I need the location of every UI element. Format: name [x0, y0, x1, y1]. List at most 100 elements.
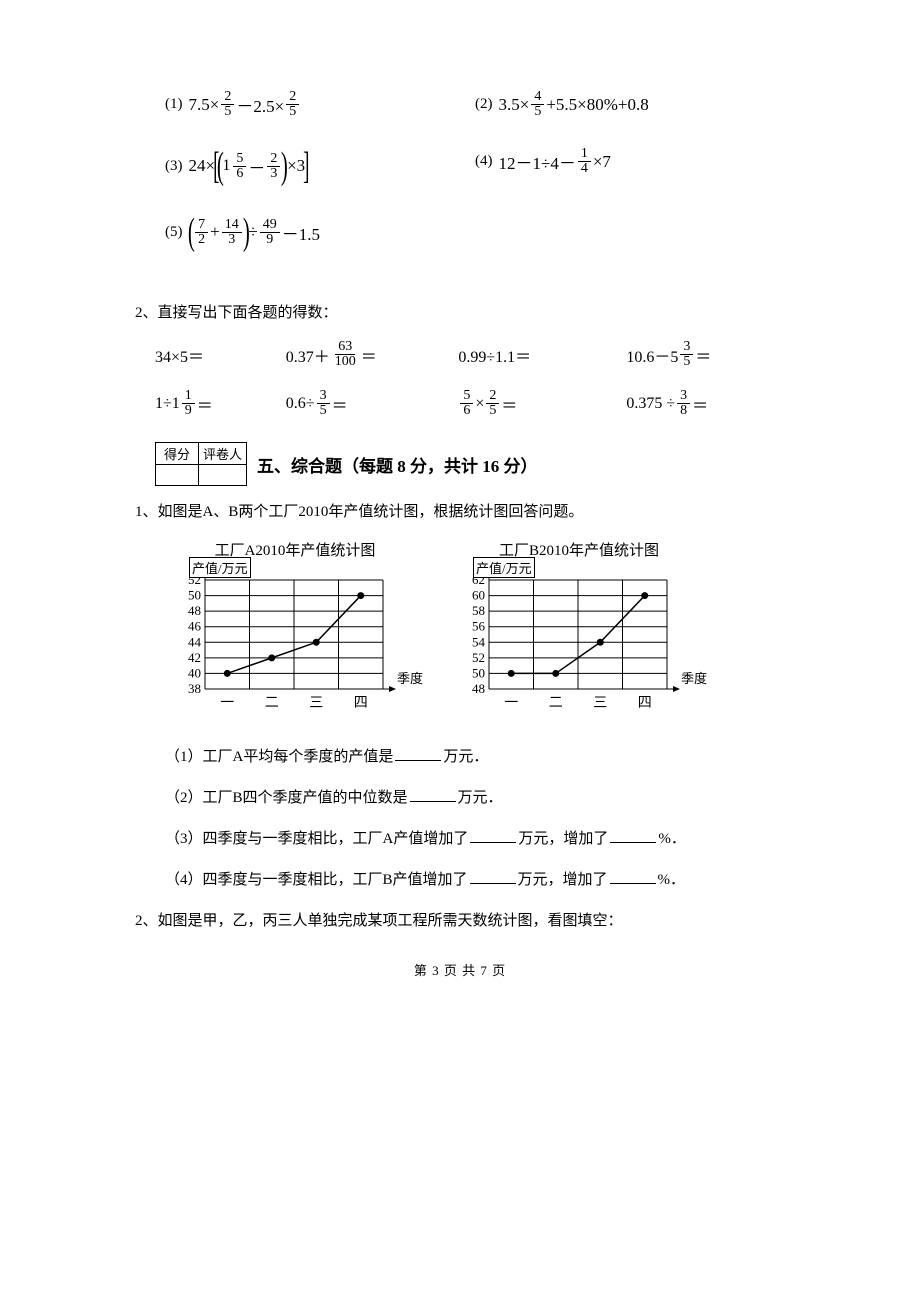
svg-text:季度: 季度: [681, 671, 707, 686]
dr1c4: 10.6－5 35 ＝: [626, 340, 775, 369]
q3-a: 24×: [189, 156, 216, 176]
q5-c: －1.5: [282, 220, 320, 245]
q1-frac1: 25: [221, 90, 234, 119]
svg-text:40: 40: [188, 665, 201, 680]
svg-text:四: 四: [354, 696, 368, 711]
svg-text:48: 48: [188, 603, 201, 618]
q5-a: +: [210, 222, 220, 242]
q4-frac1: 14: [578, 147, 591, 176]
s5-sub3: （3）四季度与一季度相比，工厂A产值增加了万元，增加了%．: [165, 827, 785, 848]
score-h2: 评卷人: [199, 443, 247, 465]
q3-mixed: 1 56: [222, 152, 248, 181]
score-h1: 得分: [156, 443, 199, 465]
q2-b: +5.5×80%+0.8: [546, 95, 648, 115]
q5-frac1: 72: [195, 218, 208, 247]
q5-lparen: (: [187, 213, 194, 251]
s5-sub4: （4）四季度与一季度相比，工厂B产值增加了万元，增加了%．: [165, 868, 785, 889]
s5-q1: 1、如图是A、B两个工厂2010年产值统计图，根据统计图回答问题。: [135, 500, 785, 521]
blank-4b[interactable]: [610, 883, 656, 884]
svg-text:三: 三: [309, 696, 323, 711]
chart-b-svg: 6260585654525048一二三四季度: [449, 562, 709, 717]
s5-sub1: （1）工厂A平均每个季度的产值是万元．: [165, 745, 785, 766]
svg-text:三: 三: [593, 696, 607, 711]
svg-text:52: 52: [472, 650, 485, 665]
score-table: 得分评卷人: [155, 442, 247, 486]
chart-a: 工厂A2010年产值统计图 产值/万元 5250484644424038一二三四…: [165, 539, 425, 717]
calc-row-1: (1) 7.5× 25 －2.5× 25 (2) 3.5× 45 +5.5×80…: [135, 90, 785, 119]
svg-text:46: 46: [188, 619, 202, 634]
direct-title: 2、直接写出下面各题的得数：: [135, 301, 785, 322]
q2-num: (2): [475, 96, 493, 113]
section5-header: 得分评卷人 五、综合题（每题 8 分，共计 16 分）: [155, 442, 785, 486]
q5-frac2: 143: [222, 218, 242, 247]
q5-frac3: 499: [260, 218, 280, 247]
q3-c: －: [248, 154, 265, 179]
q3-frac2: 23: [267, 152, 280, 181]
blank-4a[interactable]: [470, 883, 516, 884]
q1-b: －2.5×: [236, 92, 284, 117]
q5-num: (5): [165, 224, 183, 241]
blank-1[interactable]: [395, 760, 441, 761]
dr2c1: 1÷1 19 ＝: [155, 389, 276, 418]
svg-text:48: 48: [472, 681, 485, 696]
q3-mfrac: 56: [233, 152, 246, 181]
svg-text:60: 60: [472, 588, 485, 603]
dr1c3: 0.99÷1.1＝: [458, 340, 616, 369]
direct-row-1: 34×5＝ 0.37＋ 63100 ＝ 0.99÷1.1＝ 10.6－5 35 …: [155, 340, 785, 369]
dr1c2: 0.37＋ 63100 ＝: [286, 340, 449, 369]
blank-2[interactable]: [410, 801, 456, 802]
s5-q2: 2、如图是甲，乙，丙三人单独完成某项工程所需天数统计图，看图填空：: [135, 909, 785, 930]
svg-text:58: 58: [472, 603, 485, 618]
q4-a: 12－1÷4－: [499, 149, 576, 174]
svg-text:二: 二: [265, 696, 279, 711]
page: (1) 7.5× 25 －2.5× 25 (2) 3.5× 45 +5.5×80…: [0, 0, 920, 1019]
score-cell-1[interactable]: [156, 465, 199, 486]
q2-a: 3.5×: [499, 95, 530, 115]
blank-3b[interactable]: [610, 842, 656, 843]
svg-text:二: 二: [549, 696, 563, 711]
q1-a: 7.5×: [189, 95, 220, 115]
svg-text:56: 56: [472, 619, 486, 634]
calc-row-2: (3) 24× [ ( 1 56 － 23 ) ×3 ] (4) 12－1÷4－…: [135, 147, 785, 185]
svg-text:38: 38: [188, 681, 201, 696]
svg-text:42: 42: [188, 650, 201, 665]
s5-sub2: （2）工厂B四个季度产值的中位数是万元．: [165, 786, 785, 807]
score-cell-2[interactable]: [199, 465, 247, 486]
dr1c1: 34×5＝: [155, 340, 276, 369]
svg-text:50: 50: [472, 665, 485, 680]
chart-a-svg: 5250484644424038一二三四季度: [165, 562, 425, 717]
dr2c3: 56 × 25 ＝: [458, 389, 616, 418]
page-footer: 第 3 页 共 7 页: [135, 960, 785, 979]
calc-q2: (2) 3.5× 45 +5.5×80%+0.8: [475, 90, 785, 119]
svg-text:54: 54: [472, 634, 486, 649]
dr2c2: 0.6÷ 35 ＝: [286, 389, 449, 418]
q1-expr: 7.5× 25 －2.5× 25: [189, 90, 302, 119]
direct-row-2: 1÷1 19 ＝ 0.6÷ 35 ＝ 56 × 25 ＝ 0.375 ÷ 38 …: [155, 389, 785, 418]
q3-expr: 24× [ ( 1 56 － 23 ) ×3 ]: [189, 147, 308, 185]
svg-text:一: 一: [220, 696, 234, 711]
charts-container: 工厂A2010年产值统计图 产值/万元 5250484644424038一二三四…: [165, 539, 785, 717]
calc-row-3: (5) ( 72 + 143 ) ÷ 499 －1.5: [135, 213, 785, 251]
blank-3a[interactable]: [470, 842, 516, 843]
calc-q5: (5) ( 72 + 143 ) ÷ 499 －1.5: [135, 213, 490, 251]
q3-rparen: ): [281, 147, 288, 185]
q3-rbracket: ]: [303, 147, 309, 185]
calc-q3: (3) 24× [ ( 1 56 － 23 ) ×3 ]: [135, 147, 475, 185]
q1-num: (1): [165, 96, 183, 113]
chart-b-ylabel: 产值/万元: [473, 557, 535, 578]
q4-expr: 12－1÷4－ 14 ×7: [499, 147, 611, 176]
svg-text:44: 44: [188, 634, 202, 649]
q2-expr: 3.5× 45 +5.5×80%+0.8: [499, 90, 649, 119]
q4-num: (4): [475, 153, 493, 170]
chart-b: 工厂B2010年产值统计图 产值/万元 6260585654525048一二三四…: [449, 539, 709, 717]
svg-text:季度: 季度: [397, 671, 423, 686]
svg-text:一: 一: [504, 696, 518, 711]
q2-frac1: 45: [531, 90, 544, 119]
section5-title: 五、综合题（每题 8 分，共计 16 分）: [257, 452, 538, 477]
q4-b: ×7: [593, 152, 611, 172]
q3-lparen: (: [217, 147, 224, 185]
q5-rparen: ): [243, 213, 250, 251]
chart-a-ylabel: 产值/万元: [189, 557, 251, 578]
svg-text:四: 四: [638, 696, 652, 711]
svg-text:50: 50: [188, 588, 201, 603]
